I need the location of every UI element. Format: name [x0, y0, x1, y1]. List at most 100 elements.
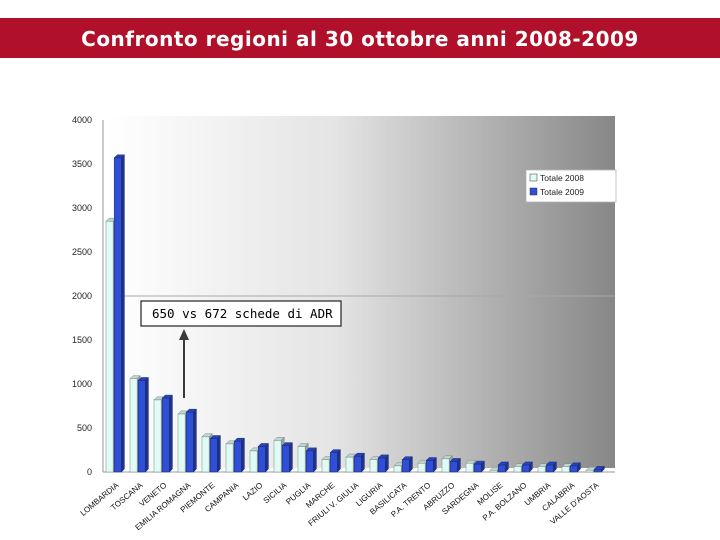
bar-front [345, 456, 354, 473]
bar-2009 [161, 394, 174, 473]
bar-2009 [209, 434, 222, 473]
bar-front [249, 450, 258, 473]
slide-title: Confronto regioni al 30 ottobre anni 200… [81, 27, 639, 51]
annotation-arrowhead [179, 329, 189, 340]
bar-front [305, 450, 314, 473]
bar-2009 [257, 442, 270, 473]
bar-front [321, 459, 330, 473]
bar-front [329, 452, 338, 473]
bar-front [465, 462, 474, 473]
bar-front [137, 380, 146, 473]
bar-side [505, 461, 509, 473]
bar-front [593, 469, 602, 473]
bar-2009 [545, 461, 558, 473]
bar-side [361, 452, 365, 473]
bar-side [457, 457, 461, 473]
bar-side [145, 376, 149, 473]
bar-front [297, 446, 306, 473]
bar-2009 [569, 462, 582, 473]
bar-front [569, 465, 578, 473]
title-bar: Confronto regioni al 30 ottobre anni 200… [0, 18, 720, 58]
bar-front [201, 436, 210, 473]
bar-2009 [497, 461, 510, 473]
bar-side [601, 465, 605, 473]
y-tick-label: 2500 [72, 247, 92, 257]
bar-front [273, 440, 282, 473]
bar-side [553, 461, 557, 473]
legend-label: Totale 2008 [540, 173, 584, 183]
bar-front [449, 461, 458, 473]
bar-front [537, 466, 546, 473]
bar-side [265, 442, 269, 473]
legend-swatch [529, 187, 538, 196]
bar-front [497, 464, 506, 473]
bar-2009 [353, 452, 366, 473]
annotation-text: 650 vs 672 schede di ADR [152, 306, 333, 321]
bar-front [473, 463, 482, 473]
bar-side [409, 456, 413, 473]
bar-2009 [401, 456, 414, 473]
bar-front [105, 220, 114, 473]
bar-front [225, 443, 234, 473]
y-tick-label: 500 [77, 423, 92, 433]
bar-front [513, 466, 522, 473]
bar-2009 [473, 460, 486, 473]
bar-side [433, 456, 437, 473]
bar-2009 [425, 456, 438, 473]
legend-box [525, 169, 617, 203]
bar-front [353, 455, 362, 473]
bar-front [401, 459, 410, 473]
y-tick-label: 3500 [72, 159, 92, 169]
y-tick-label: 2000 [72, 291, 92, 301]
bar-side [529, 461, 533, 473]
bar-2009 [281, 441, 294, 473]
bar-2009 [233, 437, 246, 473]
y-tick-label: 0 [87, 467, 92, 477]
y-tick-label: 1500 [72, 335, 92, 345]
bar-front [113, 157, 122, 473]
bar-front [585, 469, 594, 473]
legend-label: Totale 2009 [540, 187, 584, 197]
annotation-box [140, 300, 342, 327]
bar-front [441, 458, 450, 473]
bar-front [417, 462, 426, 473]
bar-front [521, 464, 530, 473]
bar-side [193, 408, 197, 473]
bar-front [185, 411, 194, 473]
bar-side [217, 434, 221, 473]
bar-side [121, 154, 125, 473]
bar-front [177, 413, 186, 473]
bar-front [393, 465, 402, 473]
bar-front [209, 438, 218, 473]
bar-front [281, 445, 290, 473]
bar-front [425, 460, 434, 473]
bar-2009 [449, 457, 462, 473]
bar-front [153, 399, 162, 473]
bar-2009 [593, 465, 606, 473]
bar-front [129, 378, 138, 473]
y-tick-label: 3000 [72, 203, 92, 213]
bar-side [313, 447, 317, 473]
bar-front [257, 446, 266, 473]
bar-front [377, 457, 386, 473]
bar-side [385, 454, 389, 473]
bar-front [161, 397, 170, 473]
bar-2009 [305, 447, 318, 473]
bar-front [561, 466, 570, 473]
bar-front [545, 464, 554, 473]
bar-side [337, 449, 341, 473]
bar-2009 [137, 376, 150, 473]
bar-side [289, 441, 293, 473]
bar-front [489, 469, 498, 473]
bar-side [577, 462, 581, 473]
bar-side [241, 437, 245, 473]
bar-front [233, 440, 242, 473]
bar-side [481, 460, 485, 473]
y-tick-label: 4000 [72, 115, 92, 125]
bar-2009 [521, 461, 534, 473]
bar-2009 [329, 449, 342, 473]
bar-side [169, 394, 173, 473]
y-tick-label: 1000 [72, 379, 92, 389]
legend-swatch [529, 173, 538, 182]
